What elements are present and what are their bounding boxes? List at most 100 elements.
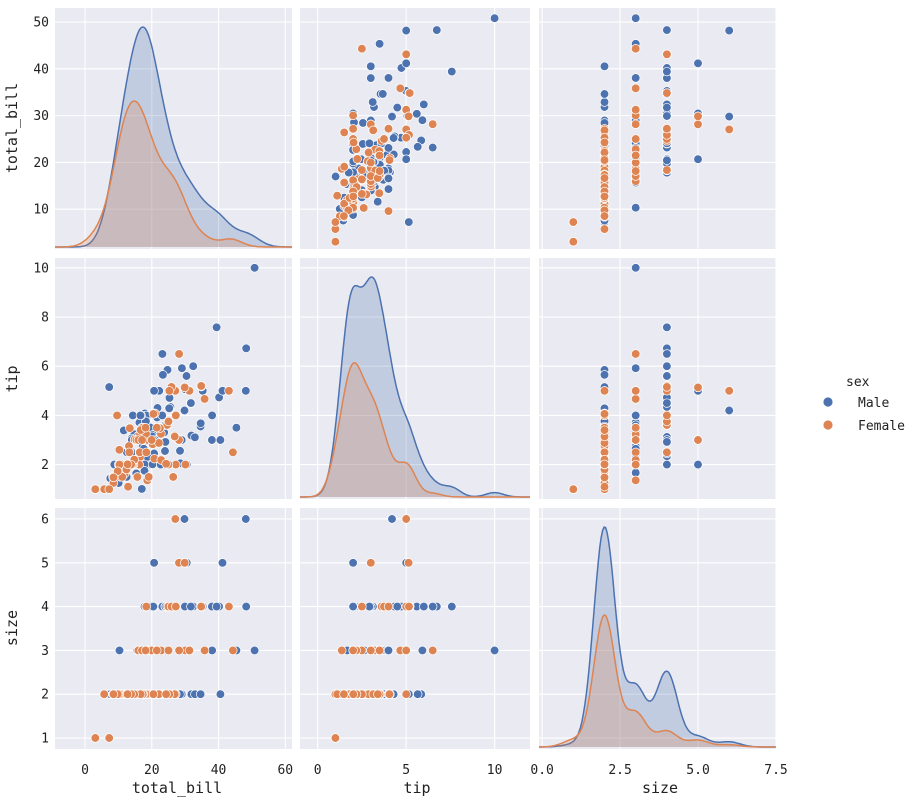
scatter-point-female bbox=[114, 445, 125, 455]
scatter-point-male bbox=[164, 403, 174, 413]
scatter-point-male bbox=[179, 514, 190, 524]
scatter-point-female bbox=[383, 124, 394, 134]
scatter-point-male bbox=[447, 601, 457, 612]
scatter-point-male bbox=[160, 446, 170, 456]
scatter-point-female bbox=[374, 188, 384, 198]
scatter-point-female bbox=[330, 217, 341, 227]
y-tick-label-total_bill: 10 bbox=[33, 203, 49, 218]
scatter-point-female bbox=[339, 177, 349, 188]
y-tick-label-tip: 6 bbox=[41, 360, 49, 375]
scatter-point-female bbox=[90, 733, 100, 743]
scatter-point-female bbox=[631, 119, 641, 129]
scatter-point-female bbox=[401, 645, 411, 656]
scatter-point-female bbox=[395, 83, 405, 93]
kde-line-male-total_bill bbox=[55, 26, 292, 248]
scatter-point-female bbox=[662, 124, 672, 134]
x-axis-label-total_bill: total_bill bbox=[132, 779, 222, 797]
kde-line-female-size bbox=[539, 614, 776, 748]
scatter-point-female bbox=[141, 601, 151, 612]
scatter-point-male bbox=[211, 601, 222, 612]
scatter-point-male bbox=[599, 370, 610, 380]
scatter-point-male bbox=[599, 97, 610, 107]
scatter-point-female bbox=[383, 601, 394, 612]
scatter-point-female bbox=[180, 382, 190, 393]
kde-fill-male-size bbox=[539, 527, 776, 747]
scatter-point-female bbox=[132, 472, 143, 482]
panel-background bbox=[300, 258, 530, 499]
scatter-point-male bbox=[631, 13, 641, 23]
scatter-point-female bbox=[631, 349, 641, 359]
scatter-point-male bbox=[186, 398, 196, 408]
scatter-point-female bbox=[147, 435, 157, 445]
scatter-point-female bbox=[401, 49, 411, 59]
panel-background bbox=[55, 258, 292, 499]
scatter-point-male bbox=[419, 601, 429, 612]
scatter-point-female bbox=[631, 134, 641, 144]
scatter-point-female bbox=[352, 154, 362, 164]
scatter-point-female bbox=[180, 558, 190, 568]
scatter-point-female bbox=[174, 645, 184, 656]
scatter-point-female bbox=[332, 191, 342, 201]
legend-marker-male bbox=[822, 396, 834, 408]
scatter-point-male bbox=[135, 410, 146, 421]
scatter-point-female bbox=[373, 689, 383, 699]
scatter-point-male bbox=[383, 184, 394, 194]
scatter-point-male bbox=[157, 349, 168, 359]
scatter-point-female bbox=[384, 689, 395, 699]
scatter-point-male bbox=[413, 689, 423, 699]
scatter-point-female bbox=[599, 224, 610, 234]
scatter-point-female bbox=[631, 150, 641, 161]
scatter-point-male bbox=[387, 111, 397, 122]
scatter-point-male bbox=[662, 349, 672, 359]
scatter-point-female bbox=[363, 147, 374, 158]
x-axis-label-tip: tip bbox=[403, 779, 430, 797]
y-tick-label-size: 2 bbox=[41, 688, 49, 703]
scatter-point-male bbox=[368, 97, 378, 107]
scatter-point-male bbox=[149, 386, 159, 396]
scatter-point-female bbox=[163, 645, 174, 656]
x-tick-label-total_bill: 0 bbox=[81, 763, 89, 778]
scatter-point-male bbox=[149, 558, 159, 568]
scatter-point-female bbox=[693, 382, 703, 393]
x-tick-label-total_bill: 20 bbox=[144, 763, 160, 778]
scatter-point-female bbox=[599, 211, 610, 221]
scatter-point-female bbox=[339, 689, 349, 699]
scatter-point-female bbox=[357, 189, 367, 199]
y-tick-label-size: 5 bbox=[41, 556, 49, 571]
panel-tip-vs-total_bill bbox=[55, 258, 292, 499]
scatter-point-male bbox=[662, 102, 672, 113]
scatter-point-male bbox=[158, 370, 168, 380]
legend-title: sex bbox=[846, 375, 870, 390]
scatter-point-female bbox=[631, 166, 641, 176]
kde-line-female-total_bill bbox=[55, 100, 292, 248]
scatter-point-male bbox=[137, 484, 147, 494]
y-tick-label-tip: 8 bbox=[41, 311, 49, 326]
scatter-point-female bbox=[428, 645, 438, 656]
scatter-point-male bbox=[207, 435, 217, 445]
x-tick-label-size: 7.5 bbox=[764, 763, 787, 778]
scatter-point-female bbox=[137, 435, 147, 445]
x-axis-label-size: size bbox=[642, 779, 678, 797]
scatter-point-female bbox=[374, 166, 385, 176]
scatter-point-female bbox=[174, 349, 184, 359]
scatter-point-male bbox=[330, 171, 341, 182]
kde-line-female-tip bbox=[300, 362, 530, 498]
scatter-point-male bbox=[114, 645, 125, 656]
scatter-point-female bbox=[199, 645, 210, 656]
x-tick-label-tip: 10 bbox=[487, 763, 503, 778]
scatter-point-female bbox=[693, 111, 703, 121]
scatter-point-female bbox=[662, 49, 672, 59]
scatter-point-male bbox=[599, 89, 610, 99]
scatter-point-female bbox=[662, 382, 672, 392]
scatter-point-female bbox=[348, 645, 358, 656]
scatter-point-female bbox=[184, 645, 195, 656]
scatter-point-female bbox=[631, 435, 641, 445]
scatter-point-male bbox=[383, 645, 394, 656]
scatter-point-female bbox=[339, 211, 349, 221]
scatter-point-female bbox=[599, 425, 610, 435]
scatter-point-female bbox=[148, 689, 159, 699]
scatter-point-female bbox=[631, 423, 641, 433]
y-tick-label-tip: 10 bbox=[33, 261, 49, 276]
scatter-point-male bbox=[241, 343, 251, 353]
scatter-point-female bbox=[339, 162, 349, 172]
